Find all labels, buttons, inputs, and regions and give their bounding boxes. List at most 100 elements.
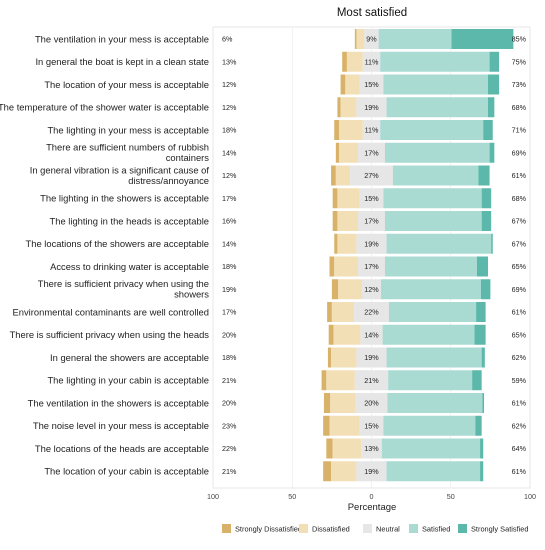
bar-strongly-dissatisfied [354,29,357,49]
chart-rows: The ventilation in your mess is acceptab… [0,29,527,482]
neutral-percent-label: 9% [366,35,377,44]
chart-row: Access to drinking water is acceptable 18… [50,256,527,277]
bar-satisfied [386,97,488,118]
bar-neutral [360,324,383,345]
bar-dissatisfied [339,120,363,140]
chart-row: There is sufficient privacy when using t… [10,324,527,345]
category-label: The location of your cabin is acceptable [44,466,209,477]
legend-item: Neutral [363,524,400,534]
bar-neutral [356,347,387,368]
category-label: In general vibration is a significant ca… [30,164,210,186]
bar-strongly-satisfied [474,324,486,345]
left-total-label: 16% [222,217,237,226]
bar-strongly-satisfied [451,29,514,49]
bar-satisfied [387,393,483,413]
category-label: The lighting in your cabin is acceptable [47,375,209,386]
chart-row: The locations of the showers are accepta… [26,233,527,254]
bar-dissatisfied [346,51,363,72]
legend-swatch [458,524,467,533]
bar-satisfied [378,29,452,49]
x-tick-label: 50 [288,492,296,501]
right-total-label: 67% [512,239,527,248]
left-total-label: 18% [222,262,237,271]
bar-satisfied [388,302,477,322]
left-total-label: 14% [222,148,237,157]
right-total-label: 64% [512,444,527,453]
bar-neutral [356,97,387,118]
legend-item: Dissatisfied [299,524,350,534]
legend-swatch [222,524,231,533]
bar-satisfied [380,120,484,140]
bar-strongly-satisfied [489,51,500,72]
bar-dissatisfied [332,438,362,459]
right-total-label: 59% [512,376,527,385]
bar-strongly-satisfied [481,188,492,209]
bar-dissatisfied [339,142,359,163]
bar-neutral [356,233,387,254]
bar-dissatisfied [333,324,361,345]
bar-strongly-dissatisfied [327,302,332,322]
bar-satisfied [381,438,481,459]
bar-strongly-dissatisfied [323,415,330,436]
bar-neutral [359,415,384,436]
category-label: The location of your mess is acceptable [44,79,209,90]
neutral-percent-label: 17% [364,262,379,271]
bar-neutral [358,211,385,231]
bar-dissatisfied [326,370,355,391]
x-axis-ticks: 100 50 0 50 100 [207,492,536,501]
category-label: The noise level in your mess is acceptab… [33,420,209,431]
bar-satisfied [381,279,481,300]
x-axis-label: Percentage [348,502,397,513]
bar-neutral [358,142,385,163]
category-label: The ventilation in the showers is accept… [28,397,209,408]
legend-label: Dissatisfied [312,525,350,534]
left-total-label: 22% [222,444,237,453]
category-label: The lighting in your mess is acceptable [47,124,209,135]
bar-strongly-satisfied [476,256,488,277]
bar-dissatisfied [334,256,359,277]
bar-strongly-satisfied [483,120,493,140]
right-total-label: 65% [512,262,527,271]
bar-neutral [362,51,381,72]
neutral-percent-label: 21% [364,376,379,385]
bar-neutral [361,438,382,459]
bar-dissatisfied [331,461,357,482]
right-total-label: 71% [512,126,527,135]
chart-row: The location of your cabin is acceptable… [44,461,527,482]
legend-swatch [409,524,418,533]
neutral-percent-label: 19% [364,239,379,248]
bar-strongly-dissatisfied [331,279,339,300]
bar-strongly-dissatisfied [342,51,347,72]
bar-strongly-satisfied [480,279,491,300]
chart-row: The locations of the heads are acceptabl… [35,438,527,459]
right-total-label: 67% [512,217,527,226]
legend-item: Strongly Dissatisfied [222,524,302,534]
category-label: Access to drinking water is acceptable [50,261,209,272]
chart-row: The location of your mess is acceptable 1… [44,74,527,95]
bar-strongly-dissatisfied [328,324,334,345]
chart-row: Environmental contaminants are well cont… [13,302,527,322]
bar-dissatisfied [337,211,359,231]
bar-neutral [362,120,381,140]
right-total-label: 85% [512,35,527,44]
right-total-label: 61% [512,308,527,317]
right-total-label: 69% [512,285,527,294]
neutral-percent-label: 19% [364,103,379,112]
category-label: The locations of the heads are acceptabl… [35,443,209,454]
bar-strongly-satisfied [480,438,484,459]
bar-satisfied [380,51,490,72]
neutral-percent-label: 11% [365,126,379,135]
bar-satisfied [384,211,482,231]
left-total-label: 21% [222,376,237,385]
neutral-percent-label: 22% [364,308,379,317]
legend-label: Neutral [376,525,400,534]
bar-neutral [350,165,393,186]
x-tick-label: 100 [524,492,536,501]
right-total-label: 61% [512,171,527,180]
chart-row: The lighting in the showers is acceptabl… [40,188,527,209]
bar-satisfied [384,142,490,163]
bar-strongly-dissatisfied [321,370,327,391]
legend-item: Satisfied [409,524,450,534]
bar-strongly-satisfied [487,97,495,118]
